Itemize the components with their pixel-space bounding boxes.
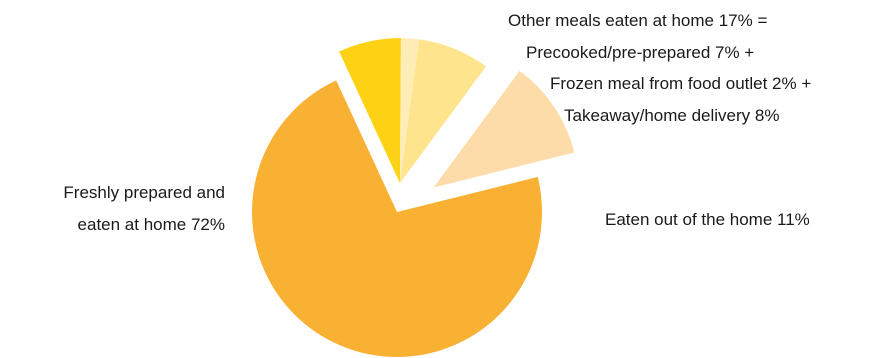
label-home-line2: eaten at home 72% — [78, 215, 225, 234]
pie-slices — [251, 38, 575, 358]
slice-home — [251, 80, 542, 358]
label-home-line1: Freshly prepared and — [63, 183, 225, 202]
slice-precooked — [339, 38, 401, 184]
slice-frozen — [399, 38, 420, 184]
label-frozen: Frozen meal from food outlet 2% + — [550, 74, 811, 93]
label-takeaway: Takeaway/home delivery 8% — [564, 106, 779, 125]
label-precooked: Precooked/pre-prepared 7% + — [526, 43, 754, 62]
slice-out — [433, 70, 575, 188]
label-other-total: Other meals eaten at home 17% = — [508, 11, 767, 30]
label-out: Eaten out of the home 11% — [605, 210, 810, 229]
slice-takeaway — [399, 39, 486, 184]
